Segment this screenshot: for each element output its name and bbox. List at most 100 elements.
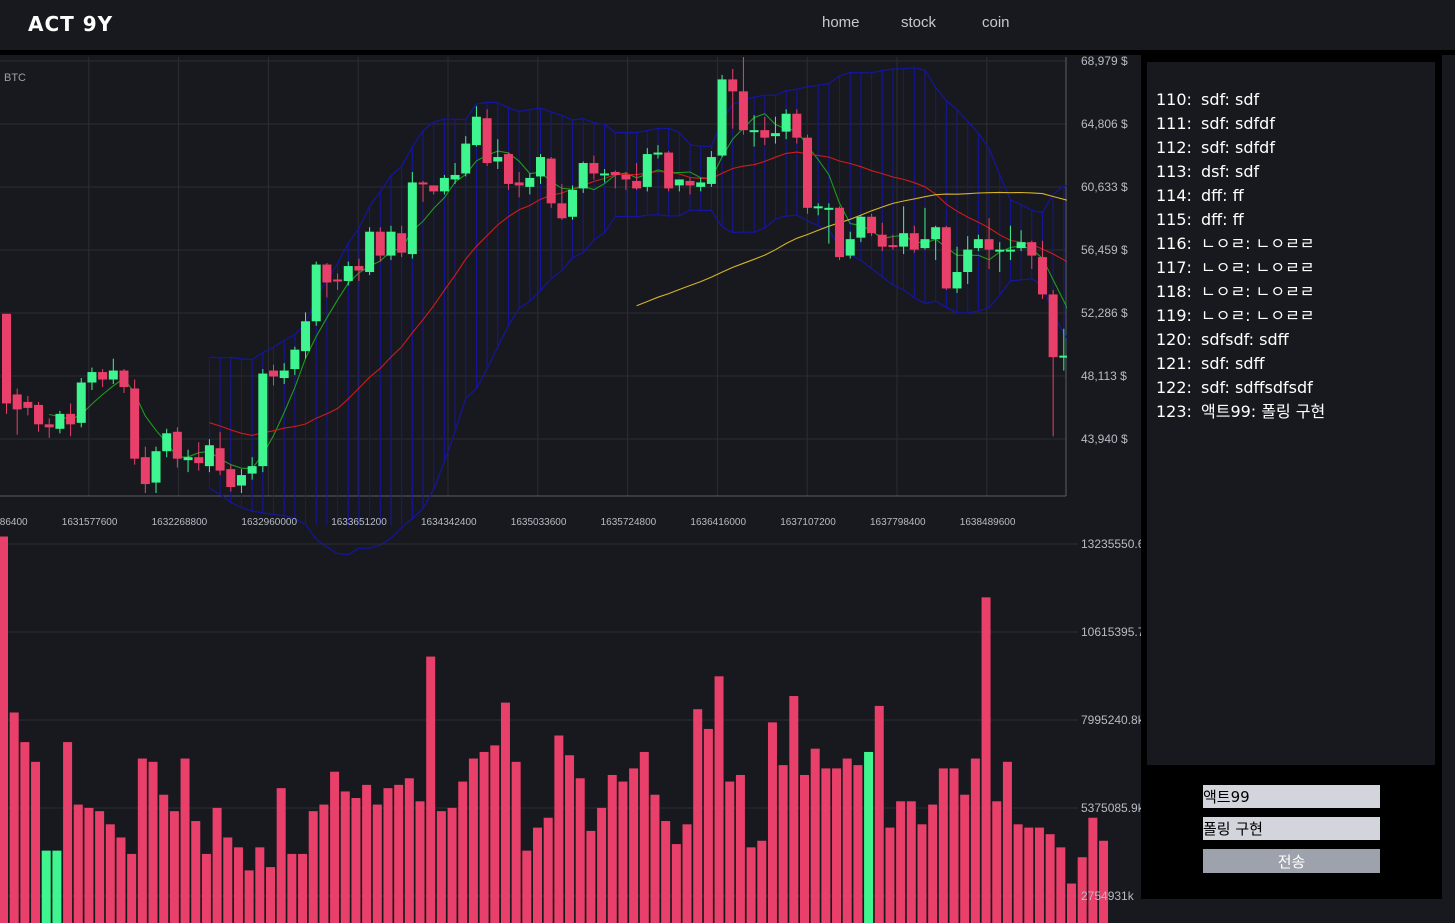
volume-bar	[703, 728, 713, 923]
volume-bar	[789, 696, 799, 923]
chat-message: 114: dff: ff	[1156, 184, 1325, 208]
time-tick-label: 1634342400	[421, 517, 477, 528]
chat-message: 121: sdf: sdff	[1156, 352, 1325, 376]
name-input[interactable]	[1203, 785, 1380, 808]
chat-message-text: ㄴㅇㄹ: ㄴㅇㄹㄹ	[1201, 258, 1315, 277]
nav-home[interactable]: home	[822, 14, 860, 31]
volume-bar	[276, 788, 286, 923]
candle-body	[172, 431, 182, 459]
volume-axis-labels: 13235550.6 10615395.7 7995240.8k 5375085.9k…	[1081, 537, 1143, 903]
volume-bar	[767, 722, 777, 923]
price-tick-label: 48,113 $	[1081, 369, 1127, 383]
volume-bar	[661, 821, 671, 923]
time-tick-label: 1635724800	[601, 517, 657, 528]
volume-bar	[810, 748, 820, 923]
candle-body	[973, 239, 983, 249]
candle-body	[439, 177, 449, 192]
chat-message: 111: sdf: sdfdf	[1156, 112, 1325, 136]
candle-body	[749, 130, 759, 133]
volume-bar	[906, 801, 916, 923]
chat-message-text: dff: ff	[1201, 210, 1244, 229]
chat-message-number: 112:	[1156, 138, 1192, 157]
chat-message-box[interactable]: 110: sdf: sdf 111: sdf: sdfdf 112: sdf: sdfdf…	[1147, 62, 1435, 765]
volume-bar	[41, 850, 51, 923]
candle-body	[215, 448, 225, 471]
volume-bar	[671, 844, 681, 923]
logo[interactable]: ACT 9Y	[28, 12, 114, 36]
volume-bar	[885, 827, 895, 923]
candle-body	[1059, 355, 1069, 358]
chat-message-number: 110:	[1156, 90, 1192, 109]
volume-bar	[319, 804, 329, 923]
price-chart[interactable]: 68,979 $ 64,806 $ 60,633 $ 56,459 $ 52,286 $…	[0, 55, 1143, 923]
candle-body	[568, 189, 578, 217]
volume-bar	[148, 761, 158, 923]
volume-bar	[650, 794, 660, 923]
candle-body	[514, 182, 524, 186]
candle-body	[279, 370, 289, 379]
nav-coin[interactable]: coin	[982, 14, 1010, 31]
volume-bar	[63, 742, 73, 923]
candle-body	[856, 216, 866, 238]
candle-body	[151, 451, 161, 483]
candle-body	[407, 182, 417, 255]
volume-bar	[693, 709, 703, 923]
candle-body	[909, 233, 919, 250]
candle-body	[674, 179, 684, 186]
volume-bar	[105, 824, 115, 923]
volume-bar	[298, 853, 308, 923]
candle-body	[258, 373, 268, 467]
chat-message: 117: ㄴㅇㄹ: ㄴㅇㄹㄹ	[1156, 256, 1325, 280]
candle-body	[87, 372, 97, 383]
volume-bar	[874, 705, 884, 923]
send-button[interactable]: 전송	[1203, 849, 1380, 873]
candle-body	[696, 182, 706, 187]
candle-body	[685, 180, 695, 186]
candle-body	[1016, 242, 1026, 249]
candle-body	[546, 158, 556, 204]
candle-body	[375, 231, 385, 256]
candle-body	[1005, 249, 1015, 252]
volume-bar	[778, 765, 788, 923]
chat-message-number: 119:	[1156, 306, 1192, 325]
nav-stock[interactable]: stock	[901, 14, 937, 31]
volume-bar	[479, 751, 489, 923]
candle-body	[664, 152, 674, 189]
candle-body	[803, 137, 812, 208]
candle-body	[642, 154, 652, 187]
chat-message-text: dsf: sdf	[1201, 162, 1260, 181]
candle-body	[728, 79, 738, 92]
candle-body	[471, 116, 481, 146]
candle-body	[1027, 242, 1037, 256]
volume-bar	[522, 850, 532, 923]
volume-bar	[201, 853, 211, 923]
volume-bar	[84, 807, 94, 923]
chat-message-number: 122:	[1156, 378, 1192, 397]
price-axis-labels: 68,979 $ 64,806 $ 60,633 $ 56,459 $ 52,286 $…	[1081, 55, 1128, 446]
candle-body	[824, 207, 834, 210]
chat-message-text: sdf: sdfdf	[1201, 138, 1275, 157]
volume-bar	[821, 768, 831, 923]
chat-message-text: ㄴㅇㄹ: ㄴㅇㄹㄹ	[1201, 234, 1315, 253]
header-divider	[0, 50, 1455, 55]
chat-message-text: ㄴㅇㄹ: ㄴㅇㄹㄹ	[1201, 306, 1315, 325]
candle-body	[578, 163, 588, 189]
volume-bar	[426, 656, 436, 923]
candle-body	[835, 207, 845, 258]
chat-message-number: 118:	[1156, 282, 1192, 301]
volume-bar	[362, 784, 372, 923]
price-grid	[0, 57, 1067, 497]
volume-bar	[938, 768, 948, 923]
candle-body	[706, 157, 716, 184]
candle-body	[899, 233, 909, 247]
volume-bar	[1099, 840, 1109, 923]
volume-bar	[137, 758, 147, 923]
candle-body	[781, 113, 791, 132]
message-input[interactable]	[1203, 817, 1380, 840]
volume-bar	[20, 742, 30, 923]
price-tick-label: 60,633 $	[1081, 180, 1128, 194]
volume-tick-label: 5375085.9k	[1081, 801, 1143, 815]
chat-message-number: 114:	[1156, 186, 1192, 205]
volume-bar	[554, 735, 564, 923]
volume-bar	[1088, 817, 1098, 923]
